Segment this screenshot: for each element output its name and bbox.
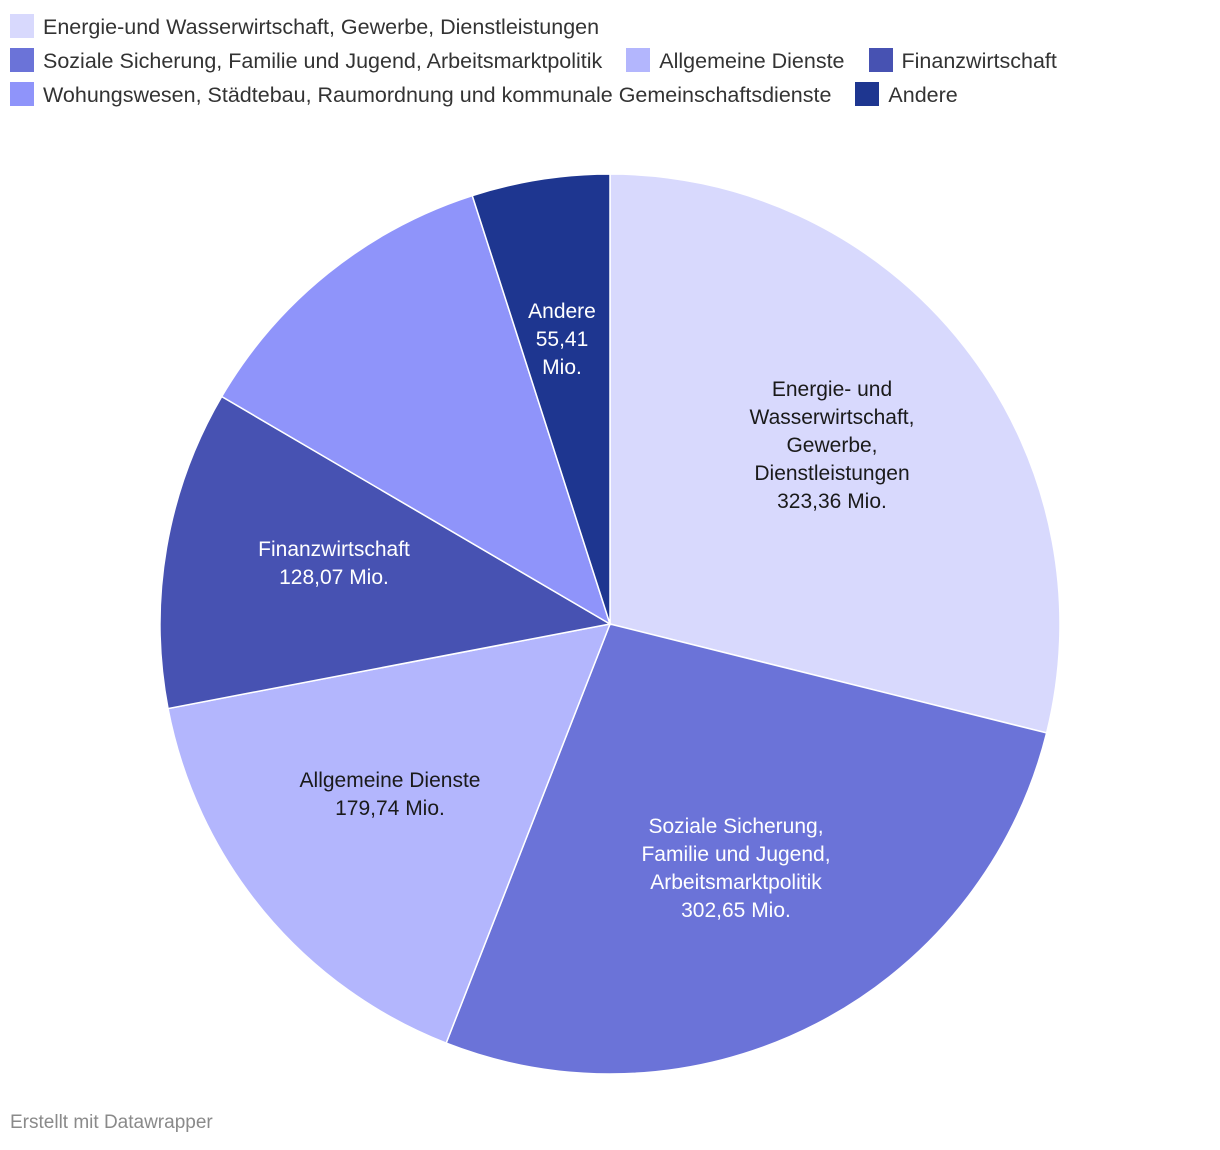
legend-swatch: [10, 48, 34, 72]
pie-slice: [167, 623, 612, 1045]
pie-slice: [159, 395, 613, 710]
legend-swatch: [868, 48, 893, 72]
slice-label: Allgemeine Dienste 179,74 Mio.: [300, 769, 481, 820]
legend-label: Andere: [888, 83, 958, 107]
pie-slice: [445, 623, 1048, 1075]
pie-labels: Energie- und Wasserwirtschaft, Gewerbe, Die…: [258, 300, 914, 922]
legend-item: Andere: [855, 82, 958, 107]
legend-label: Finanzwirtschaft: [901, 49, 1057, 73]
legend-swatch: [10, 14, 34, 38]
legend-label: Allgemeine Dienste: [659, 49, 845, 73]
legend-item: Energie-und Wasserwirtschaft, Gewerbe, D…: [10, 14, 600, 39]
legend-label: Soziale Sicherung, Familie und Jugend, A…: [43, 49, 603, 73]
pie-slices: [159, 173, 1061, 1075]
legend-label: Energie-und Wasserwirtschaft, Gewerbe, D…: [43, 15, 600, 39]
legend-swatch: [855, 82, 880, 106]
legend: Energie-und Wasserwirtschaft, Gewerbe, D…: [10, 10, 1215, 112]
credit-text: Erstellt mit Datawrapper: [10, 1112, 213, 1133]
pie-slice: [220, 194, 612, 626]
legend-item: Finanzwirtschaft: [868, 48, 1057, 73]
legend-item: Allgemeine Dienste: [626, 48, 845, 73]
slice-label: Finanzwirtschaft 128,07 Mio.: [258, 538, 410, 589]
legend-item: Soziale Sicherung, Familie und Jugend, A…: [10, 48, 603, 73]
legend-swatch: [10, 82, 34, 106]
legend-label: Wohungswesen, Städtebau, Raumordnung und…: [43, 83, 832, 107]
legend-swatch: [626, 48, 651, 72]
pie-slice: [471, 173, 611, 625]
slice-label: Soziale Sicherung, Familie und Jugend, Arb…: [641, 815, 830, 922]
slice-label: Andere 55,41 Mio.: [528, 300, 596, 379]
legend-item: Wohungswesen, Städtebau, Raumordnung und…: [10, 82, 832, 107]
pie-slice: [609, 173, 1061, 734]
slice-label: Energie- und Wasserwirtschaft, Gewerbe, Die…: [750, 378, 915, 513]
